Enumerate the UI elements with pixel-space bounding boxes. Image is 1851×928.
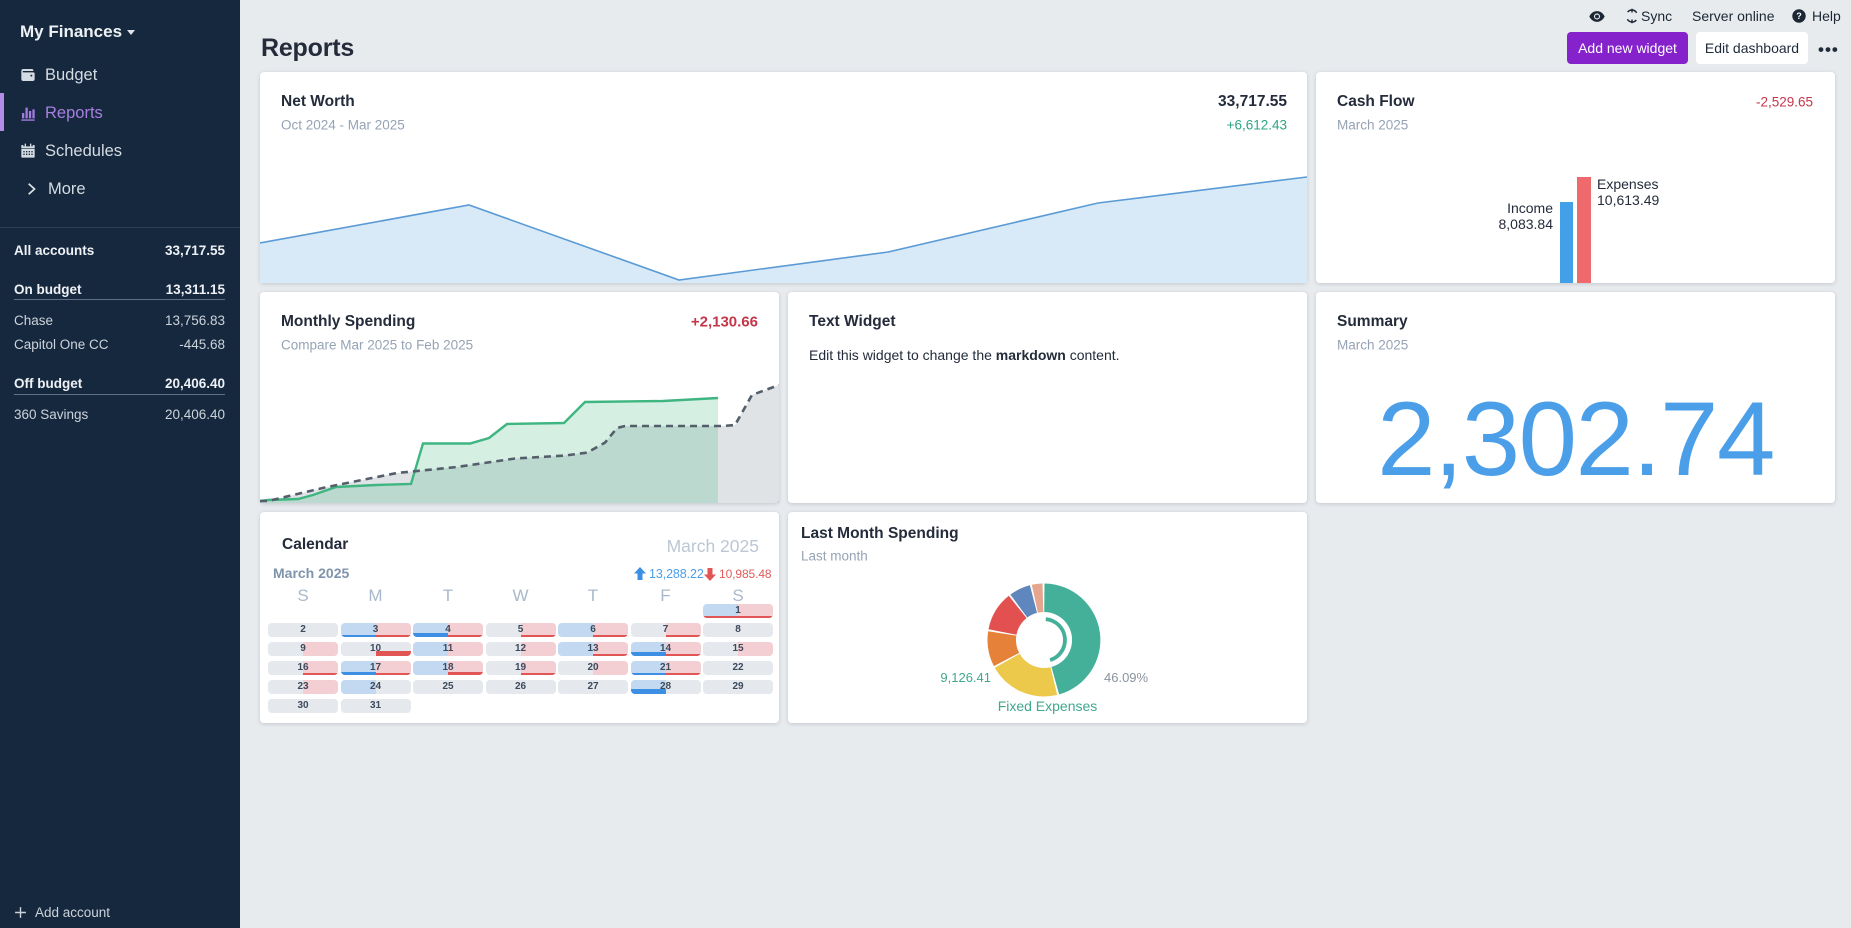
svg-text:?: ? xyxy=(1796,11,1802,21)
